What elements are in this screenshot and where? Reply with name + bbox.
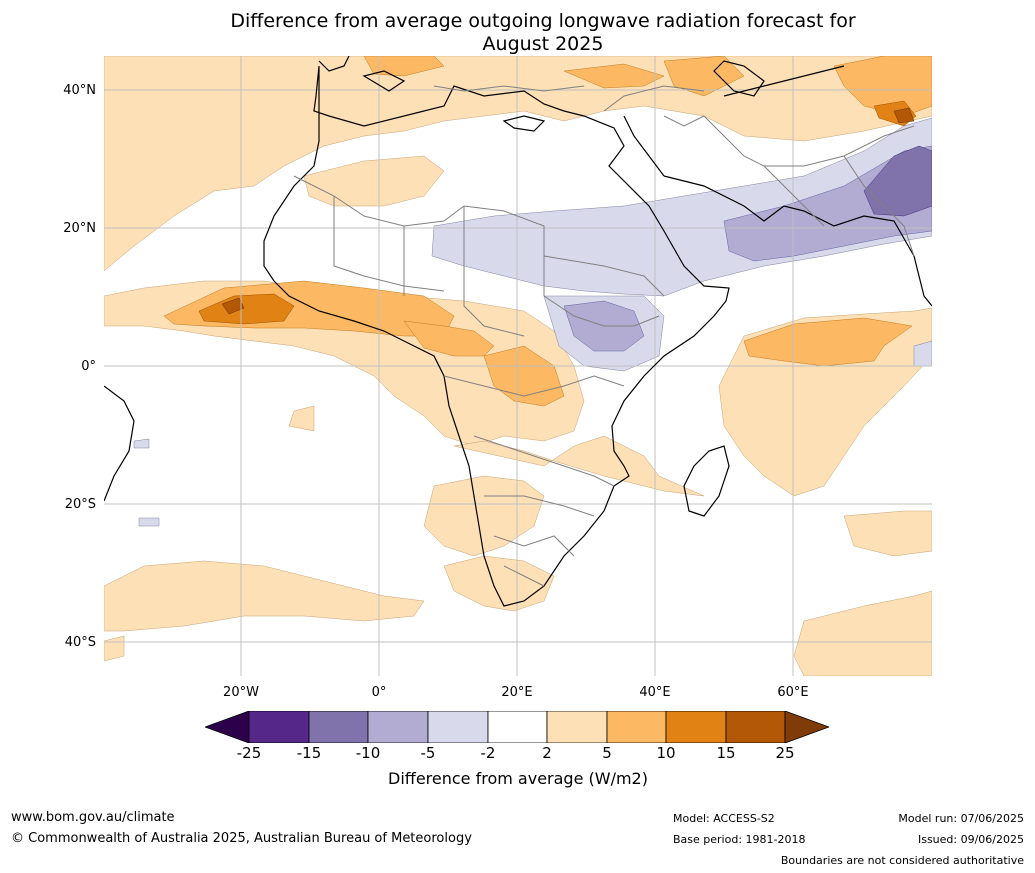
footer-model: Model: ACCESS-S2 [673, 812, 775, 825]
lat-label-20s: 20°S [64, 497, 96, 512]
colorbar-tick: -5 [420, 744, 436, 762]
title-line-1: Difference from average outgoing longwav… [230, 10, 856, 32]
colorbar-swatch-2 [546, 710, 608, 744]
lat-label-40s: 40°S [64, 635, 96, 650]
colorbar-label: Difference from average (W/m2) [388, 769, 648, 788]
coastlines [104, 56, 932, 607]
lon-label-60e: 60°E [777, 685, 809, 700]
colorbar-swatch-10 [665, 710, 727, 744]
footer-issued: Issued: 09/06/2025 [917, 833, 1024, 846]
colorbar-over-arrow [784, 710, 831, 744]
colorbar-tick: -2 [480, 744, 496, 762]
colorbar [203, 710, 831, 744]
colorbar-swatch-minus15 [308, 710, 369, 744]
anomaly-2-to-5 [104, 56, 932, 676]
colorbar-swatch-15 [725, 710, 786, 744]
lon-label-0: 0° [371, 685, 387, 700]
colorbar-tick: 5 [602, 744, 612, 762]
anomaly-5-to-10 [163, 56, 932, 407]
colorbar-tick: -10 [355, 744, 381, 762]
colorbar-under-arrow [203, 710, 250, 744]
colorbar-swatch-minus10 [367, 710, 429, 744]
colorbar-swatch-minus5 [427, 710, 489, 744]
map-svg [104, 56, 932, 676]
colorbar-swatch-minus25 [248, 710, 310, 744]
olr-anomaly-map [104, 56, 932, 676]
anomaly-minus15-to-minus10 [863, 145, 932, 217]
colorbar-tick: 10 [656, 744, 676, 762]
map-title: Difference from average outgoing longwav… [100, 10, 986, 56]
footer-model-run: Model run: 07/06/2025 [898, 812, 1024, 825]
colorbar-tick: -15 [296, 744, 322, 762]
footer-base-period: Base period: 1981-2018 [673, 833, 806, 846]
lat-label-20n: 20°N [63, 221, 96, 236]
country-borders [293, 85, 915, 587]
footer-disclaimer: Boundaries are not considered authoritat… [780, 854, 1024, 867]
colorbar-svg [203, 710, 831, 744]
colorbar-tick: -25 [236, 744, 262, 762]
colorbar-swatch-5 [606, 710, 667, 744]
lon-label-40e: 40°E [639, 685, 671, 700]
colorbar-tick: 15 [716, 744, 736, 762]
title-line-2: August 2025 [482, 33, 604, 55]
colorbar-tick: 2 [542, 744, 552, 762]
graticule [104, 56, 932, 676]
footer-url[interactable]: www.bom.gov.au/climate [11, 810, 175, 825]
colorbar-swatch-neutral [487, 710, 548, 744]
lon-label-20e: 20°E [501, 685, 533, 700]
lon-label-20w: 20°W [223, 685, 259, 700]
colorbar-tick: 25 [775, 744, 795, 762]
lat-label-0: 0° [81, 359, 96, 374]
lat-label-40n: 40°N [63, 83, 96, 98]
footer-copyright: © Commonwealth of Australia 2025, Austra… [11, 831, 472, 846]
anomaly-15-to-25 [221, 107, 915, 315]
